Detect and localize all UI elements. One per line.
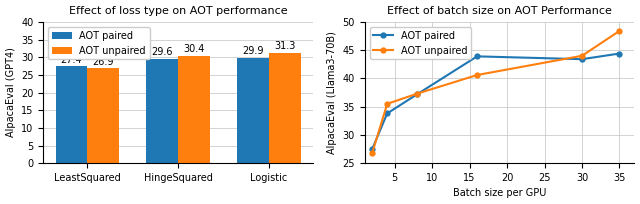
AOT paired [578,58,586,60]
AOT paired [616,52,623,55]
Legend: AOT paired, AOT unpaired: AOT paired, AOT unpaired [369,27,471,59]
Bar [237,58,269,163]
Line: AOT paired: AOT paired [370,51,622,151]
AOT unpaired [369,152,376,154]
Bar [269,53,301,163]
Bar [56,66,88,163]
AOT unpaired [473,74,481,76]
Bar [147,59,178,163]
Text: 30.4: 30.4 [184,44,205,54]
Y-axis label: AlpacaEval (Llama3-70B): AlpacaEval (Llama3-70B) [327,31,337,154]
AOT unpaired [383,103,391,105]
Title: Effect of batch size on AOT Performance: Effect of batch size on AOT Performance [387,6,612,16]
Bar [178,56,210,163]
Line: AOT unpaired: AOT unpaired [370,29,622,155]
Text: 29.9: 29.9 [243,46,264,56]
Text: 27.4: 27.4 [61,55,83,65]
AOT paired [369,148,376,150]
Title: Effect of loss type on AOT performance: Effect of loss type on AOT performance [69,6,287,16]
AOT unpaired [413,92,421,95]
X-axis label: Batch size per GPU: Batch size per GPU [453,188,547,198]
AOT unpaired [578,55,586,57]
Legend: AOT paired, AOT unpaired: AOT paired, AOT unpaired [48,27,150,59]
AOT paired [383,112,391,115]
Text: 26.9: 26.9 [93,57,114,67]
AOT paired [413,93,421,95]
Bar [88,68,119,163]
AOT unpaired [616,30,623,32]
Y-axis label: AlpacaEval (GPT4): AlpacaEval (GPT4) [6,48,15,137]
AOT paired [473,55,481,58]
Text: 29.6: 29.6 [152,47,173,57]
Text: 31.3: 31.3 [274,41,296,51]
